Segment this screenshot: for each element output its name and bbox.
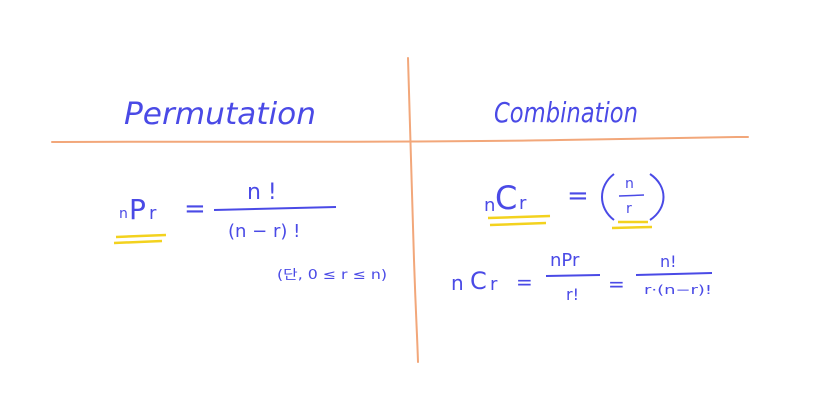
comb2-equals: = (516, 270, 533, 294)
comb-lhs-suffix: r (519, 193, 527, 214)
perm-highlight-1 (115, 233, 167, 239)
comb2-lhs-prefix: n (451, 271, 464, 295)
binom-right-paren (649, 173, 665, 221)
comb-equals: = (567, 181, 589, 211)
binom-top: n (625, 176, 634, 192)
comb-highlight-1 (487, 214, 551, 220)
perm-numerator: n ! (247, 180, 277, 205)
comb2-lhs-suffix: r (490, 274, 498, 295)
combination-header: Combination (494, 96, 638, 129)
vertical-divider (407, 57, 419, 363)
perm-fraction-bar (213, 206, 337, 211)
permutation-formula: n P r = n ! (n − r) ! (단, 0 ≤ r ≤ n) (113, 180, 387, 283)
binom-bar (618, 194, 645, 197)
perm-equals: = (184, 194, 206, 224)
perm-lhs-suffix: r (149, 203, 157, 224)
binom-left-paren (601, 173, 615, 221)
comb-highlight-2 (489, 221, 547, 227)
permutation-header: Permutation (124, 97, 316, 132)
perm-highlight-2 (113, 239, 163, 245)
perm-lhs-prefix: n (119, 206, 128, 222)
comb2-frac2-numerator: n! (660, 252, 677, 271)
comb2-frac2-bar (635, 272, 713, 276)
combination-formula-expanded: n C r = nPr r! = n! r·(n−r)! (451, 250, 713, 304)
comb2-frac1-denominator: r! (566, 285, 579, 304)
perm-lhs-main: P (129, 193, 146, 226)
comb2-frac1-bar (545, 274, 601, 277)
binom-highlight-2 (611, 225, 653, 230)
comb2-lhs-main: C (470, 267, 487, 295)
binom-bottom: r (626, 201, 632, 217)
combination-formula: n C r = n r (484, 173, 665, 230)
comb-lhs-main: C (495, 179, 517, 217)
perm-condition: (단, 0 ≤ r ≤ n) (277, 268, 387, 283)
comb-lhs-prefix: n (484, 195, 495, 216)
comb2-frac1-numerator: nPr (550, 250, 580, 271)
horizontal-divider (51, 136, 749, 143)
comb2-frac2-denominator: r·(n−r)! (644, 283, 712, 297)
comb2-equals-2: = (608, 272, 625, 296)
perm-denominator: (n − r) ! (228, 221, 300, 242)
